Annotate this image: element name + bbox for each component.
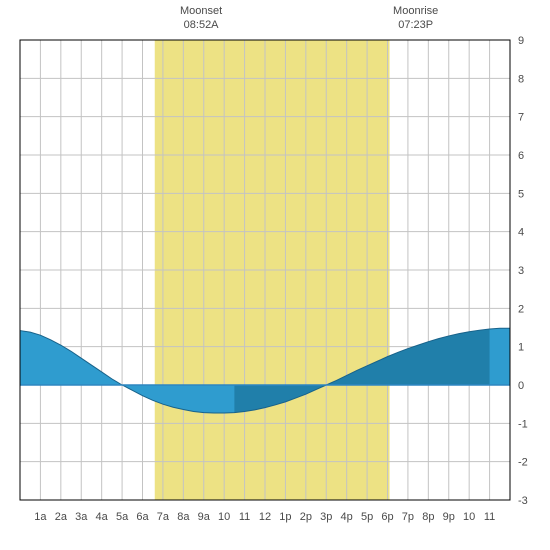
y-tick-label: 6 xyxy=(518,150,524,162)
y-tick-label: 9 xyxy=(518,35,524,47)
x-tick-label: 1a xyxy=(34,511,47,523)
x-tick-label: 5p xyxy=(361,511,373,523)
x-tick-label: 8p xyxy=(422,511,434,523)
y-tick-label: -3 xyxy=(518,495,528,507)
x-tick-label: 6p xyxy=(381,511,393,523)
x-tick-label: 11 xyxy=(239,511,250,523)
x-tick-label: 4p xyxy=(341,511,353,523)
x-tick-label: 11 xyxy=(484,511,495,523)
x-tick-label: 3p xyxy=(320,511,332,523)
x-tick-label: 9p xyxy=(443,511,455,523)
x-tick-label: 4a xyxy=(96,511,109,523)
y-tick-label: 2 xyxy=(518,303,524,315)
x-tick-label: 7p xyxy=(402,511,414,523)
y-tick-label: 3 xyxy=(518,265,524,277)
tide-chart: -3-2-101234567891a2a3a4a5a6a7a8a9a101112… xyxy=(0,0,550,550)
moonrise-title: Moonrise xyxy=(393,5,438,17)
y-tick-label: 5 xyxy=(518,188,524,200)
y-tick-label: -2 xyxy=(518,457,528,469)
x-tick-label: 7a xyxy=(157,511,170,523)
y-tick-label: 4 xyxy=(518,227,524,239)
moonset-title: Moonset xyxy=(180,5,222,17)
moonrise-time: 07:23P xyxy=(398,19,433,31)
moonset-time: 08:52A xyxy=(184,19,220,31)
x-tick-label: 1p xyxy=(279,511,291,523)
x-tick-label: 3a xyxy=(75,511,88,523)
x-tick-label: 10 xyxy=(463,511,475,523)
y-tick-label: -1 xyxy=(518,418,528,430)
x-tick-label: 12 xyxy=(259,511,271,523)
y-tick-label: 8 xyxy=(518,73,524,85)
x-tick-label: 6a xyxy=(136,511,149,523)
tide-chart-svg: -3-2-101234567891a2a3a4a5a6a7a8a9a101112… xyxy=(0,0,550,550)
x-tick-label: 9a xyxy=(198,511,211,523)
y-tick-label: 7 xyxy=(518,112,524,124)
x-tick-label: 10 xyxy=(218,511,230,523)
x-tick-label: 2a xyxy=(55,511,68,523)
y-tick-label: 1 xyxy=(518,342,524,354)
x-tick-label: 8a xyxy=(177,511,190,523)
x-tick-label: 2p xyxy=(300,511,312,523)
x-tick-label: 5a xyxy=(116,511,129,523)
y-tick-label: 0 xyxy=(518,380,524,392)
